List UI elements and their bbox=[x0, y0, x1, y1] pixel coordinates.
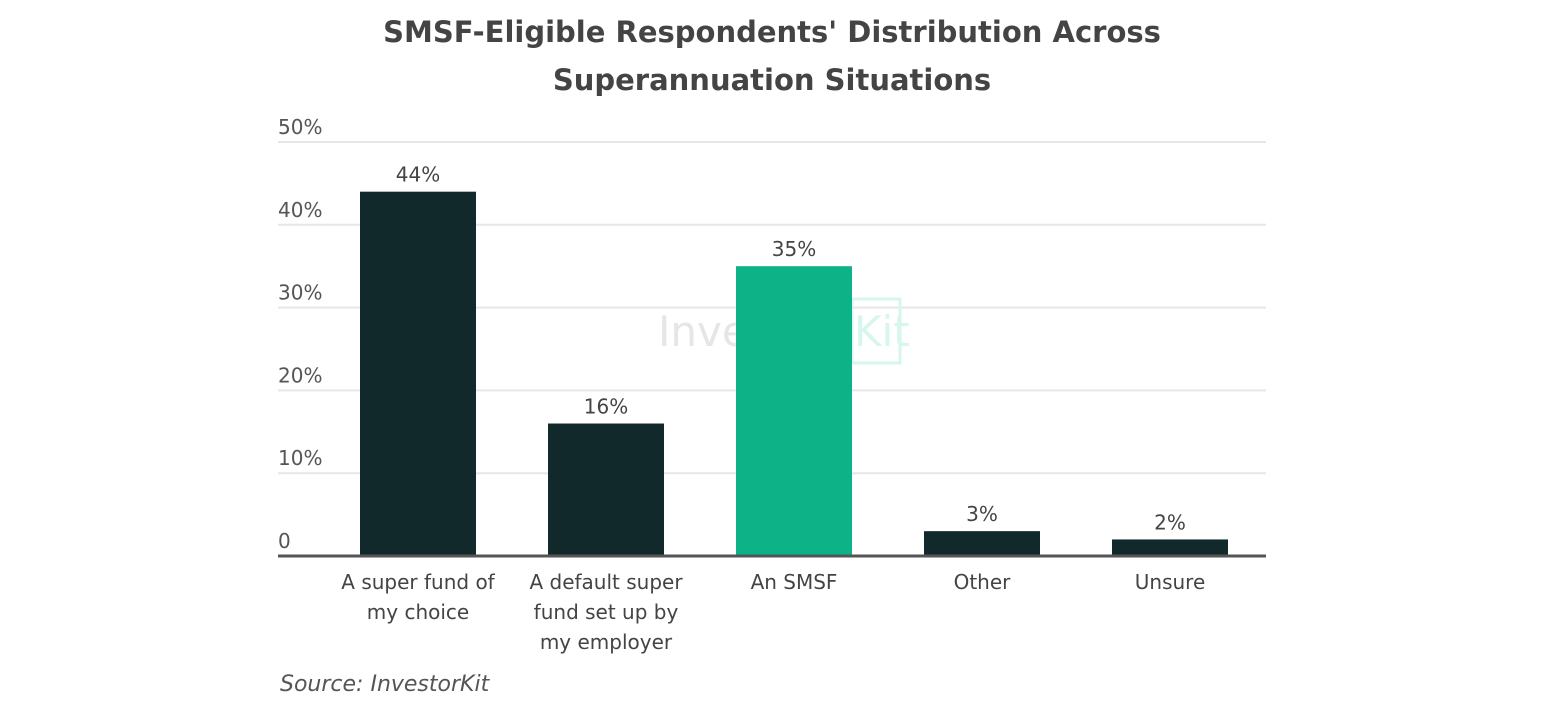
y-tick-label: 40% bbox=[278, 198, 322, 222]
data-label: 3% bbox=[966, 502, 998, 526]
y-tick-label: 10% bbox=[278, 446, 322, 470]
source-note: Source: InvestorKit bbox=[280, 672, 490, 697]
x-tick-label: fund set up by bbox=[534, 600, 679, 624]
x-tick-label: Other bbox=[954, 570, 1012, 594]
title-line-1: SMSF-Eligible Respondents' Distribution … bbox=[383, 15, 1161, 49]
y-tick-label: 50% bbox=[278, 115, 322, 139]
data-label: 44% bbox=[396, 163, 440, 187]
bar bbox=[548, 423, 664, 556]
bar bbox=[360, 191, 476, 556]
bar bbox=[736, 266, 852, 556]
x-tick-label: Unsure bbox=[1135, 570, 1206, 594]
title-line-2: Superannuation Situations bbox=[552, 63, 992, 97]
y-tick-label: 20% bbox=[278, 363, 322, 387]
bar bbox=[1112, 539, 1228, 556]
x-tick-label: A default super bbox=[529, 570, 683, 594]
x-tick-label: my choice bbox=[367, 600, 469, 624]
x-tick-label: my employer bbox=[540, 630, 673, 654]
x-tick-label: A super fund of bbox=[341, 570, 495, 594]
x-tick-label: An SMSF bbox=[751, 570, 838, 594]
y-tick-label: 30% bbox=[278, 281, 322, 305]
y-tick-label: 0 bbox=[278, 529, 291, 553]
data-label: 35% bbox=[772, 237, 816, 261]
data-label: 2% bbox=[1154, 510, 1186, 534]
watermark-text-kit: Kit bbox=[854, 307, 910, 356]
bar bbox=[924, 531, 1040, 556]
chart-title: SMSF-Eligible Respondents' Distribution … bbox=[0, 8, 1544, 104]
data-label: 16% bbox=[584, 395, 628, 419]
